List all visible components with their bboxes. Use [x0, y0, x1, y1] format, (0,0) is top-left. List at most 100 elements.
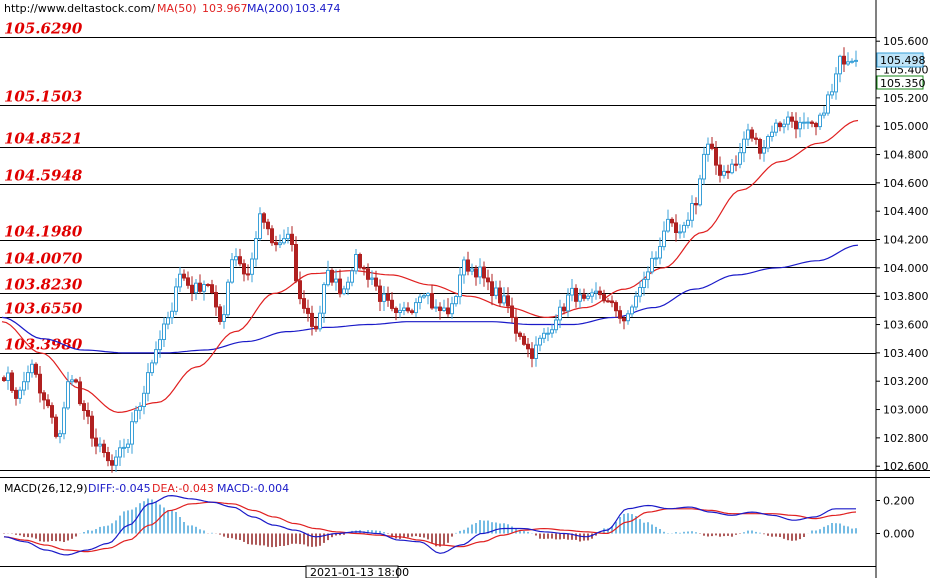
- candle-body: [486, 277, 490, 283]
- candle-body: [474, 268, 478, 278]
- candle-body: [470, 268, 474, 272]
- candle-body: [454, 296, 458, 305]
- candle-body: [502, 295, 506, 304]
- candle-body: [550, 329, 554, 334]
- candle-body: [34, 363, 38, 375]
- candle-body: [82, 403, 86, 412]
- macd-label: MACD(26,12,9): [4, 482, 88, 495]
- candle-body: [694, 203, 698, 206]
- candle-body: [666, 218, 670, 232]
- price-tick-label: 105.600: [883, 35, 929, 48]
- candle-body: [758, 139, 762, 154]
- candle-body: [398, 309, 402, 313]
- candle-body: [770, 131, 774, 137]
- candle-body: [286, 233, 290, 240]
- candle-body: [606, 300, 610, 303]
- candle-body: [58, 433, 62, 437]
- candle-body: [282, 238, 286, 244]
- candle-body: [742, 138, 746, 154]
- candle-body: [546, 332, 550, 335]
- candle-body: [118, 447, 122, 458]
- candle-body: [38, 373, 42, 394]
- macd-diff-line: [3, 494, 856, 556]
- candle-body: [358, 254, 362, 269]
- candle-body: [274, 242, 278, 246]
- candle-body: [114, 456, 118, 466]
- candle-body: [166, 317, 170, 325]
- candle-body: [686, 219, 690, 226]
- candle-body: [334, 278, 338, 283]
- price-tick-label: 104.600: [883, 177, 929, 190]
- candle-body: [210, 284, 214, 294]
- price-tick-label: 102.800: [883, 432, 929, 445]
- candle-body: [526, 343, 530, 350]
- candle-body: [670, 218, 674, 224]
- candle-body: [90, 415, 94, 439]
- price-tick-label: 105.200: [883, 92, 929, 105]
- candle-body: [146, 372, 150, 394]
- candle-body: [510, 305, 514, 318]
- candle-body: [394, 307, 398, 313]
- candle-body: [762, 147, 766, 154]
- candle-body: [766, 136, 770, 149]
- candle-body: [794, 120, 798, 130]
- candle-body: [634, 295, 638, 308]
- candle-body: [70, 379, 74, 383]
- candle-body: [402, 307, 406, 311]
- candle-body: [690, 203, 694, 221]
- candle-body: [530, 348, 534, 359]
- candle-body: [230, 259, 234, 283]
- candle-body: [558, 306, 562, 321]
- candle-body: [18, 389, 22, 399]
- candle-body: [514, 316, 518, 334]
- candle-body: [330, 269, 334, 283]
- candle-body: [182, 273, 186, 279]
- candle-body: [218, 306, 222, 322]
- candle-body: [538, 337, 542, 346]
- candle-body: [566, 294, 570, 312]
- current-price-tag: 105.498: [880, 54, 926, 67]
- ma200-layer: [1, 244, 859, 354]
- candle-body: [190, 284, 194, 294]
- candle-body: [778, 122, 782, 128]
- candle-body: [242, 263, 246, 275]
- candle-body: [422, 295, 426, 298]
- candle-body: [582, 294, 586, 299]
- candle-body: [30, 363, 34, 374]
- candle-body: [662, 230, 666, 248]
- candle-body: [142, 392, 146, 407]
- ma200-label: MA(200): [247, 2, 294, 15]
- candle-body: [822, 112, 826, 116]
- level-label: 103.6550: [4, 300, 83, 318]
- candle-body: [162, 323, 166, 340]
- candle-body: [106, 452, 110, 462]
- candle-body: [126, 443, 130, 448]
- candle-body: [270, 228, 274, 244]
- candle-body: [206, 284, 210, 286]
- candle-body: [290, 233, 294, 246]
- candle-body: [554, 319, 558, 331]
- price-tick-label: 104.000: [883, 262, 929, 275]
- source-url[interactable]: http://www.deltastock.com/: [4, 2, 155, 15]
- price-tick-label: 103.800: [883, 290, 929, 303]
- candle-body: [618, 310, 622, 319]
- candle-body: [354, 254, 358, 272]
- candle-body: [254, 238, 258, 260]
- candle-body: [738, 152, 742, 165]
- candle-body: [266, 221, 270, 230]
- price-axis: 105.600105.400105.200105.000104.800104.6…: [876, 35, 929, 473]
- candle-body: [238, 256, 242, 265]
- candle-body: [814, 122, 818, 128]
- candle-body: [174, 286, 178, 312]
- candle-body: [222, 314, 226, 322]
- candle-body: [746, 129, 750, 140]
- candle-body: [302, 298, 306, 309]
- candle-body: [6, 372, 10, 381]
- macd-value-text: MACD:-0.004: [217, 482, 289, 495]
- ma200-line: [1, 244, 859, 354]
- candle-body: [522, 335, 526, 345]
- price-tick-label: 104.400: [883, 205, 929, 218]
- macd-panel: 0.200 0.000: [3, 494, 915, 556]
- candle-body: [322, 284, 326, 314]
- candle-body: [350, 270, 354, 283]
